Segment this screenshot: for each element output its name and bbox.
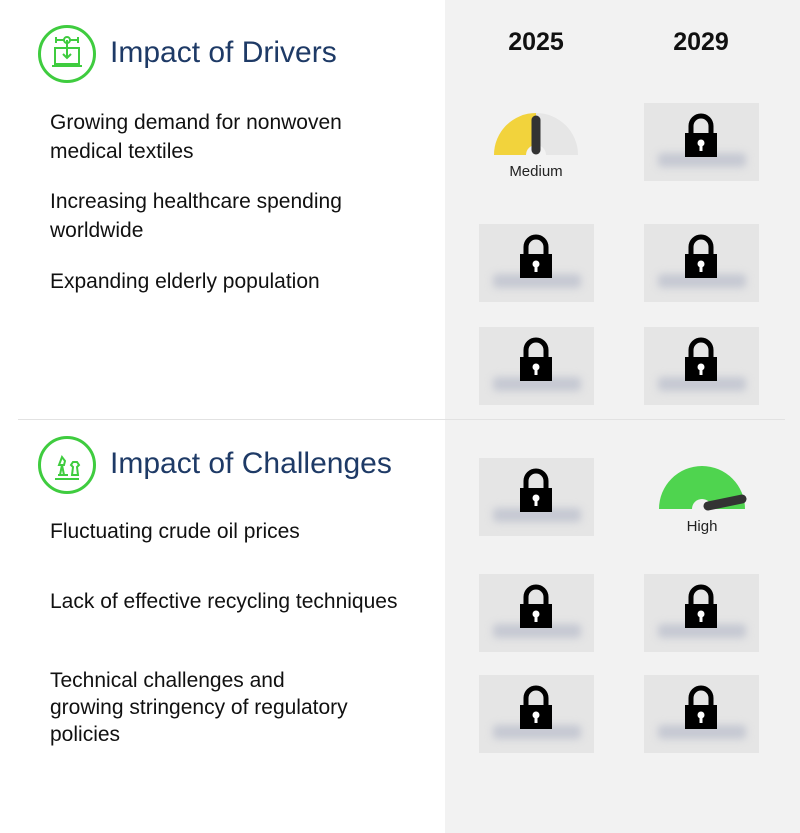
- gauge-label: High: [686, 518, 718, 535]
- gauge-label: Medium: [509, 163, 563, 180]
- year-2029: 2029: [673, 28, 729, 56]
- driver-item: Growing demand for nonwoven medical text…: [50, 111, 342, 163]
- blurred-text: [658, 274, 746, 288]
- locked-value[interactable]: [479, 327, 594, 405]
- blurred-text: [493, 624, 581, 638]
- locked-value[interactable]: [479, 675, 594, 753]
- lock-icon: [520, 468, 552, 512]
- drivers-title: Impact of Drivers: [110, 36, 337, 69]
- year-2025: 2025: [508, 28, 564, 56]
- challenge-item: Lack of effective recycling techniques: [50, 590, 398, 613]
- blurred-text: [658, 725, 746, 739]
- lock-icon: [685, 337, 717, 381]
- challenge-item: Fluctuating crude oil prices: [50, 520, 300, 543]
- locked-value[interactable]: [479, 224, 594, 302]
- locked-value[interactable]: [644, 327, 759, 405]
- gauge-medium: [476, 108, 596, 198]
- lock-icon: [520, 234, 552, 278]
- blurred-text: [658, 153, 746, 167]
- locked-value[interactable]: [644, 103, 759, 181]
- lock-icon: [685, 234, 717, 278]
- locked-value[interactable]: [644, 574, 759, 652]
- divider: [18, 419, 785, 420]
- lock-icon: [685, 685, 717, 729]
- driver-item: Expanding elderly population: [50, 270, 320, 293]
- challenges-title: Impact of Challenges: [110, 447, 392, 480]
- locked-value[interactable]: [479, 574, 594, 652]
- lock-icon: [685, 113, 717, 157]
- challenge-item: Technical challenges and growing stringe…: [50, 669, 348, 746]
- chess-icon: [38, 436, 96, 494]
- gauge-high: [642, 462, 762, 552]
- lock-icon: [520, 337, 552, 381]
- lock-icon: [685, 584, 717, 628]
- blurred-text: [493, 725, 581, 739]
- blurred-text: [493, 377, 581, 391]
- blurred-text: [658, 377, 746, 391]
- blurred-text: [493, 274, 581, 288]
- locked-value[interactable]: [479, 458, 594, 536]
- locked-value[interactable]: [644, 224, 759, 302]
- machine-icon: [38, 25, 96, 83]
- blurred-text: [493, 508, 581, 522]
- locked-value[interactable]: [644, 675, 759, 753]
- driver-item: Increasing healthcare spending worldwide: [50, 190, 342, 242]
- lock-icon: [520, 685, 552, 729]
- lock-icon: [520, 584, 552, 628]
- blurred-text: [658, 624, 746, 638]
